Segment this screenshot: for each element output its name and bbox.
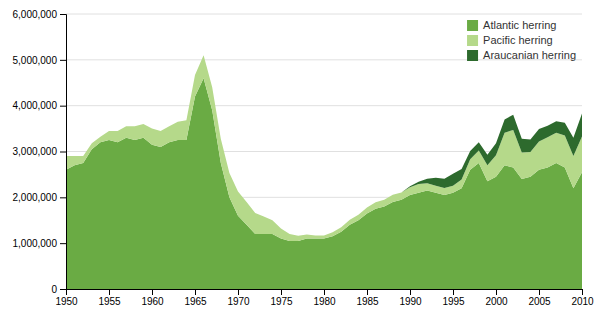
tick-label: 1990 <box>399 296 422 307</box>
tick: 1980 <box>313 289 336 307</box>
tick-mark <box>324 289 325 295</box>
tick-mark <box>60 60 66 61</box>
legend-swatch <box>467 50 478 61</box>
tick-mark <box>152 289 153 295</box>
tick: 2010 <box>571 289 594 307</box>
tick-label: 1,000,000 <box>13 238 58 249</box>
legend-label: Pacific herring <box>483 34 553 46</box>
tick-label: 1980 <box>313 296 336 307</box>
tick-mark <box>60 289 66 290</box>
tick-mark <box>496 289 497 295</box>
tick-label: 4,000,000 <box>13 100 58 111</box>
tick-label: 1955 <box>98 296 121 307</box>
tick-mark <box>238 289 239 295</box>
tick: 1,000,000 <box>13 238 67 249</box>
y-axis: 0 1,000,000 2,000,000 3,000,000 4,000,000 5,0… <box>13 9 67 295</box>
legend-swatch <box>467 20 478 31</box>
tick-label: 5,000,000 <box>13 55 58 66</box>
tick-label: 1975 <box>270 296 293 307</box>
legend-label: Araucanian herring <box>483 49 576 61</box>
grid-line <box>66 14 582 15</box>
legend-item: Atlantic herring <box>467 19 556 31</box>
tick: 1990 <box>399 289 422 307</box>
tick-mark <box>60 14 66 15</box>
tick-label: 1960 <box>141 296 164 307</box>
tick-label: 2,000,000 <box>13 192 58 203</box>
tick-mark <box>60 243 66 244</box>
tick: 1970 <box>227 289 250 307</box>
tick-label: 2010 <box>571 296 594 307</box>
tick-label: 1965 <box>184 296 207 307</box>
chart: 1950 1955 1960 1965 1970 1975 1980 1985 1990 1995… <box>0 0 600 315</box>
tick: 3,000,000 <box>13 146 67 157</box>
tick: 1995 <box>442 289 465 307</box>
tick-label: 1970 <box>227 296 250 307</box>
grid <box>66 14 582 289</box>
area <box>66 78 582 289</box>
tick: 6,000,000 <box>13 9 67 20</box>
tick: 1960 <box>141 289 164 307</box>
tick-mark <box>281 289 282 295</box>
tick: 2000 <box>485 289 508 307</box>
tick: 4,000,000 <box>13 100 67 111</box>
areas <box>66 55 582 289</box>
tick-mark <box>60 152 66 153</box>
legend-swatch <box>467 35 478 46</box>
axis-line <box>67 290 583 296</box>
tick: 2,000,000 <box>13 192 67 203</box>
tick: 5,000,000 <box>13 55 67 66</box>
tick-label: 1995 <box>442 296 465 307</box>
tick-label: 0 <box>51 284 57 295</box>
area <box>66 55 582 241</box>
axis-line <box>60 15 67 290</box>
tick-label: 1985 <box>356 296 379 307</box>
tick: 1965 <box>184 289 207 307</box>
tick: 0 <box>51 284 66 295</box>
tick-mark <box>195 289 196 295</box>
tick-mark <box>367 289 368 295</box>
tick: 2005 <box>528 289 551 307</box>
plot: 1950 1955 1960 1965 1970 1975 1980 1985 1990 1995… <box>13 9 595 307</box>
tick-mark <box>60 197 66 198</box>
legend-item: Pacific herring <box>467 34 553 46</box>
tick-mark <box>539 289 540 295</box>
tick-label: 3,000,000 <box>13 146 58 157</box>
tick-mark <box>410 289 411 295</box>
tick: 1950 <box>55 289 78 307</box>
tick-label: 2005 <box>528 296 551 307</box>
tick: 1955 <box>98 289 121 307</box>
x-axis: 1950 1955 1960 1965 1970 1975 1980 1985 1990 1995… <box>55 289 594 307</box>
tick-label: 1950 <box>55 296 78 307</box>
tick-mark <box>582 289 583 295</box>
tick-mark <box>60 106 66 107</box>
legend-item: Araucanian herring <box>467 49 576 61</box>
tick: 1985 <box>356 289 379 307</box>
area <box>66 55 582 236</box>
tick-label: 2000 <box>485 296 508 307</box>
tick-mark <box>109 289 110 295</box>
tick-label: 6,000,000 <box>13 9 58 20</box>
legend-label: Atlantic herring <box>483 19 556 31</box>
tick: 1975 <box>270 289 293 307</box>
legend: Atlantic herring Pacific herring Araucania… <box>467 19 576 61</box>
grid-line <box>66 105 582 106</box>
tick-mark <box>453 289 454 295</box>
